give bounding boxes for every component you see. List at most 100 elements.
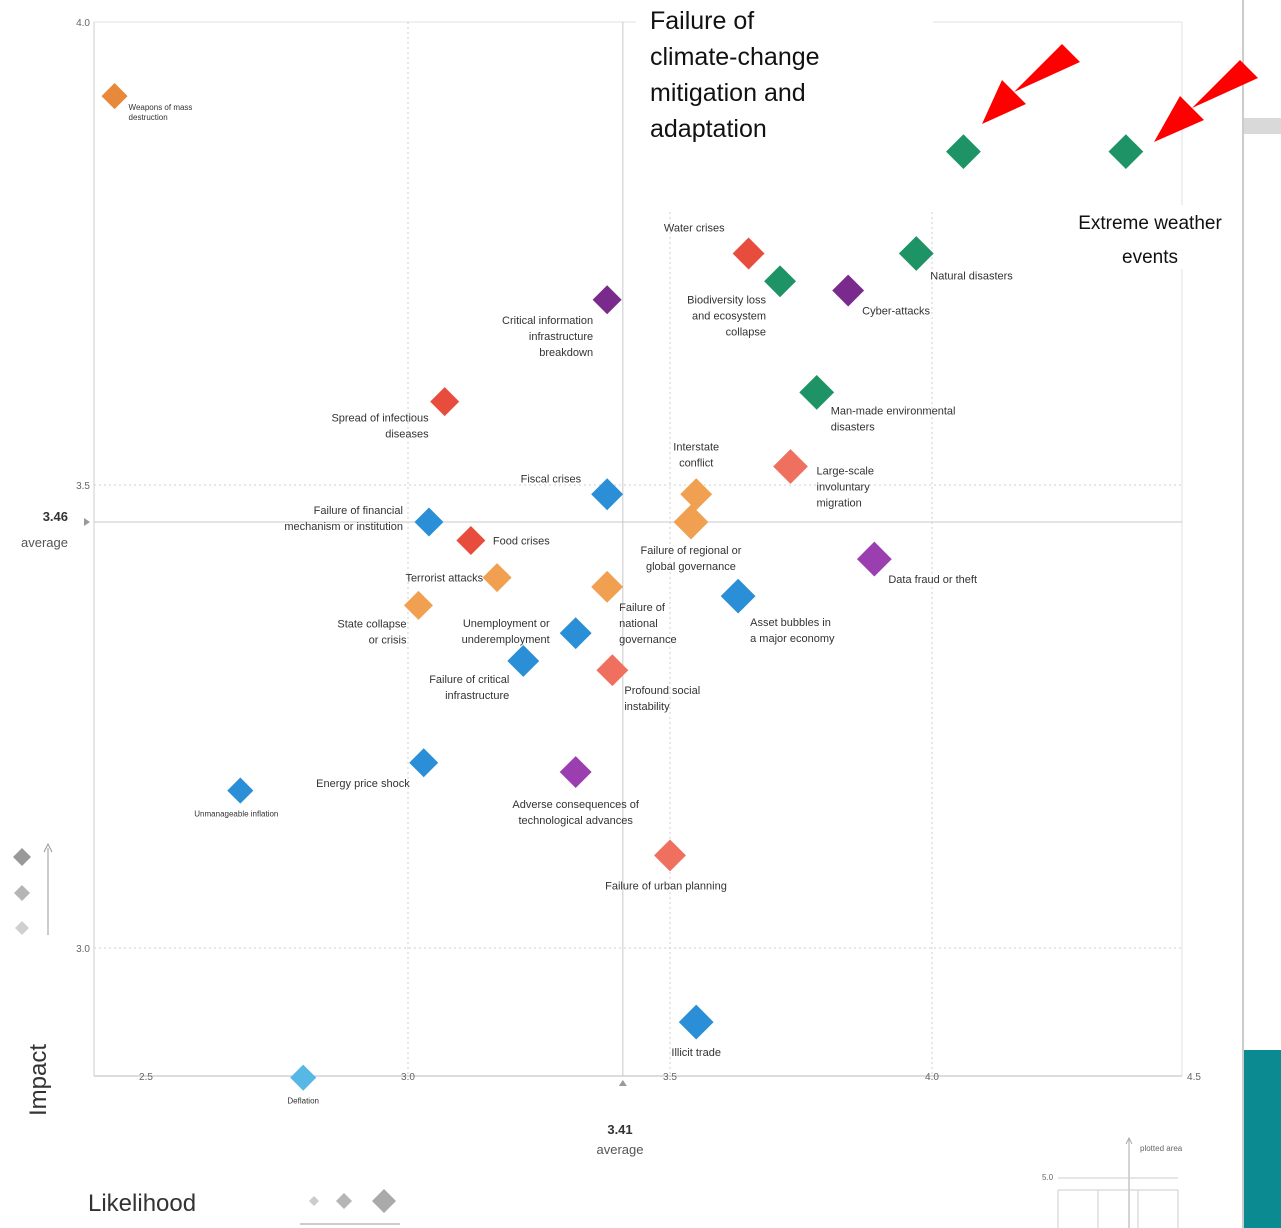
point-label-11: Large-scale involuntary migration <box>817 465 874 509</box>
point-14 <box>673 504 709 540</box>
point-8 <box>430 387 460 417</box>
likelihood-size-legend <box>300 1189 400 1225</box>
y-axis-title: Impact <box>25 1044 52 1116</box>
average-y-value: 3.46 <box>43 509 68 524</box>
y-tick-2: 3.0 <box>76 944 90 955</box>
red-arrows <box>982 44 1258 142</box>
point-label-20: State collapse or crisis <box>337 618 407 646</box>
average-x-pointer-icon <box>618 1080 627 1086</box>
legend-arrowhead-up-icon <box>43 842 53 853</box>
point-2 <box>1108 134 1144 170</box>
average-markers: 3.46 average 3.41 average <box>21 509 643 1157</box>
average-y-label: average <box>21 535 68 550</box>
point-label-23: Profound social instability <box>624 685 700 713</box>
point-labels: Weapons of mass destruction Water crises Na… <box>129 103 1014 1106</box>
teal-panel <box>1244 1050 1281 1228</box>
x-tick-3: 4.0 <box>925 1072 939 1083</box>
point-label-28: Illicit trade <box>671 1047 721 1059</box>
point-label-18: Failure of national governance <box>619 602 677 646</box>
point-26 <box>227 777 254 804</box>
point-16 <box>856 541 892 577</box>
point-25 <box>559 756 592 789</box>
average-x-value: 3.41 <box>607 1122 632 1137</box>
x-tick-4: 4.5 <box>1187 1072 1201 1083</box>
data-points <box>101 83 1144 1091</box>
x-tick-0: 2.5 <box>139 1072 153 1083</box>
point-22 <box>507 644 540 677</box>
point-label-22: Failure of critical infrastructure <box>429 674 509 702</box>
point-1 <box>946 134 981 170</box>
point-label-21: Unemployment or underemployment <box>462 618 550 646</box>
point-label-15: Food crises <box>493 536 550 548</box>
point-label-7: Critical information infrastructure breakd… <box>502 315 593 359</box>
point-label-16: Data fraud or theft <box>888 574 977 586</box>
tick-labels: 2.5 3.0 3.5 4.0 4.5 4.0 3.5 3.0 <box>76 18 1201 1083</box>
y-tick-0: 4.0 <box>76 18 90 29</box>
point-23 <box>596 654 629 687</box>
impact-size-legend <box>13 842 53 935</box>
gray-bar-decoration <box>1244 118 1281 134</box>
point-6 <box>832 274 865 307</box>
point-label-12: Fiscal crises <box>521 473 582 485</box>
point-label-10: Interstate conflict <box>673 441 719 469</box>
point-label-29: Deflation <box>287 1097 319 1106</box>
x-tick-2: 3.5 <box>663 1072 677 1083</box>
inset-tick: 5.0 <box>1042 1173 1054 1182</box>
callout-extreme-box <box>1030 205 1242 269</box>
point-label-3: Water crises <box>664 223 725 235</box>
legend-diamond-large <box>13 848 31 866</box>
legend-diamond-h-small <box>309 1196 319 1206</box>
point-label-8: Spread of infectious diseases <box>331 413 429 441</box>
point-7 <box>592 285 622 315</box>
gridlines <box>84 21 1183 1086</box>
point-10 <box>680 478 713 511</box>
point-29 <box>290 1064 317 1091</box>
legend-diamond-medium <box>14 885 30 901</box>
red-arrow-icon-climate <box>982 44 1080 124</box>
y-tick-1: 3.5 <box>76 481 90 492</box>
legend-diamond-h-large <box>372 1189 396 1213</box>
point-label-26: Unmanageable inflation <box>194 810 278 819</box>
point-15 <box>456 526 486 556</box>
inset-title: plotted area <box>1140 1144 1183 1153</box>
point-label-14: Failure of regional or global governance <box>641 545 742 573</box>
right-divider <box>1242 0 1244 1228</box>
inset-arrow-icon <box>1125 1136 1133 1145</box>
point-18 <box>591 570 624 603</box>
point-label-17: Terrorist attacks <box>405 573 483 585</box>
legend-diamond-small <box>15 921 29 935</box>
point-label-0: Weapons of mass destruction <box>129 103 193 122</box>
point-5 <box>764 265 796 298</box>
point-11 <box>773 449 808 484</box>
average-x-label: average <box>597 1142 644 1157</box>
point-0 <box>101 83 128 110</box>
callout-climate-text: Failure of climate-change mitigation and ad… <box>650 7 820 143</box>
point-3 <box>732 237 765 270</box>
point-13 <box>414 507 444 537</box>
point-27 <box>654 839 686 872</box>
plotted-area-inset: plotted area 5.0 <box>1042 1136 1183 1228</box>
point-21 <box>559 617 592 650</box>
point-label-6: Cyber-attacks <box>862 306 930 318</box>
point-label-9: Man-made environmental disasters <box>831 405 956 433</box>
point-19 <box>720 578 756 614</box>
point-label-24: Energy price shock <box>316 778 410 790</box>
callout-extreme-text: Extreme weather events <box>1078 213 1222 268</box>
point-24 <box>409 748 439 778</box>
x-tick-1: 3.0 <box>401 1072 415 1083</box>
point-12 <box>591 478 624 511</box>
legend-diamond-h-medium <box>336 1193 352 1209</box>
red-arrow-icon-extreme <box>1154 60 1258 142</box>
point-4 <box>898 236 934 271</box>
callout-climate: Failure of climate-change mitigation and ad… <box>636 0 933 212</box>
callout-climate-box <box>636 0 933 212</box>
average-y-pointer-icon <box>84 518 90 527</box>
point-label-4: Natural disasters <box>930 271 1013 283</box>
point-label-5: Biodiversity loss and ecosystem collapse <box>687 294 766 338</box>
point-label-13: Failure of financial mechanism or institu… <box>284 505 403 533</box>
x-axis-title: Likelihood <box>88 1190 196 1217</box>
point-9 <box>799 375 835 410</box>
point-20 <box>403 590 433 620</box>
point-label-27: Failure of urban planning <box>605 880 727 892</box>
